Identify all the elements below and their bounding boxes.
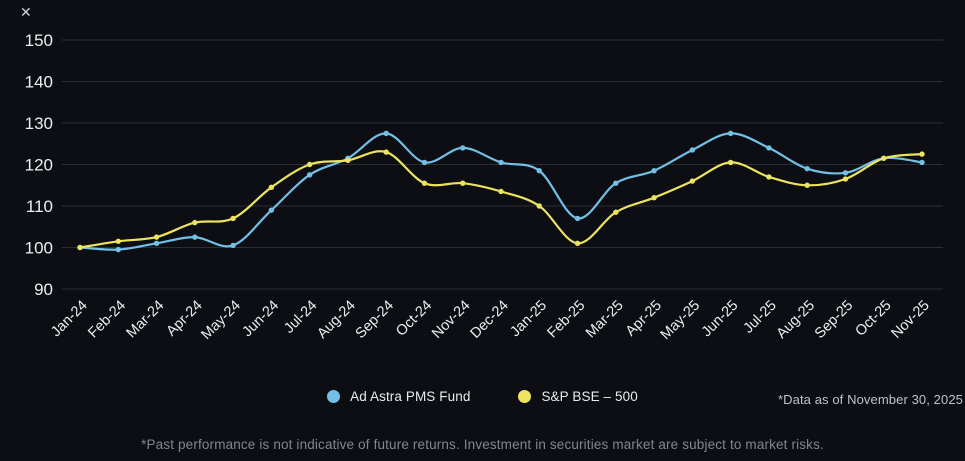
chart-legend: Ad Astra PMS Fund S&P BSE – 500: [0, 389, 965, 404]
series-line: [78, 150, 924, 249]
data-point-marker: [306, 161, 313, 168]
x-axis-tick-label: Feb-25: [545, 298, 589, 342]
y-axis-tick-label: 90: [34, 280, 53, 299]
data-point-marker: [345, 157, 351, 164]
x-axis-tick-label: May-25: [658, 298, 704, 344]
data-point-marker: [230, 215, 236, 222]
data-point-marker: [115, 246, 121, 253]
y-axis-tick-label: 130: [25, 114, 53, 133]
data-point-marker: [460, 145, 466, 151]
data-point-marker: [804, 165, 810, 172]
x-axis-tick-label: Oct-25: [852, 298, 894, 340]
x-axis-tick-label: Jan-25: [507, 298, 550, 341]
data-as-of-note: *Data as of November 30, 2025: [777, 392, 963, 407]
benchmark-legend-label: S&P BSE – 500: [541, 389, 638, 404]
data-point-marker: [153, 234, 160, 240]
data-point-marker: [574, 240, 581, 247]
x-axis-tick-label: Nov-24: [429, 298, 473, 342]
data-point-marker: [536, 168, 542, 174]
data-point-marker: [192, 234, 198, 240]
data-point-marker: [421, 180, 428, 186]
data-point-marker: [613, 180, 619, 186]
x-axis-tick-label: Aug-24: [314, 298, 358, 342]
close-icon[interactable]: ✕: [20, 4, 32, 20]
data-point-marker: [383, 130, 389, 137]
y-axis-tick-label: 140: [25, 73, 53, 92]
data-point-marker: [192, 219, 198, 226]
data-point-marker: [268, 207, 275, 213]
data-point-marker: [881, 155, 887, 161]
data-point-marker: [421, 159, 428, 166]
performance-chart: 90100110120130140150Jan-24Feb-24Mar-24Ap…: [25, 31, 943, 344]
data-point-marker: [536, 203, 542, 209]
data-point-marker: [574, 215, 581, 222]
x-axis-tick-label: Jan-24: [48, 298, 91, 341]
data-point-marker: [689, 147, 696, 153]
fund-legend-dot-icon: [327, 390, 341, 403]
data-point-marker: [804, 182, 810, 188]
data-point-marker: [498, 159, 504, 166]
data-point-marker: [842, 176, 849, 182]
x-axis-tick-label: Jun-24: [240, 298, 283, 341]
data-point-marker: [651, 168, 657, 174]
data-point-marker: [766, 145, 772, 151]
x-axis-tick-label: Oct-24: [393, 298, 435, 340]
data-point-marker: [766, 174, 772, 180]
x-axis-tick-label: Nov-25: [888, 298, 932, 342]
data-point-marker: [919, 151, 925, 157]
x-axis-tick-label: Feb-24: [85, 298, 129, 342]
data-point-marker: [77, 244, 83, 251]
x-axis-tick-label: Sep-25: [812, 298, 856, 342]
x-axis-tick-label: Mar-25: [583, 298, 627, 342]
data-point-marker: [383, 149, 389, 155]
data-point-marker: [230, 242, 236, 249]
legend-item-fund[interactable]: Ad Astra PMS Fund: [327, 389, 470, 404]
x-axis-tick-label: Aug-25: [774, 298, 818, 342]
fund-legend-label: Ad Astra PMS Fund: [350, 389, 471, 404]
data-point-marker: [306, 172, 313, 178]
data-point-marker: [727, 130, 734, 137]
data-point-marker: [115, 238, 121, 244]
disclaimer-text: *Past performance is not indicative of f…: [141, 437, 824, 452]
x-axis-tick-label: Jun-25: [699, 298, 742, 341]
y-axis-tick-label: 150: [25, 31, 53, 50]
y-axis-tick-label: 100: [25, 239, 53, 258]
legend-item-benchmark[interactable]: S&P BSE – 500: [518, 389, 638, 404]
x-axis-tick-label: May-24: [198, 298, 244, 344]
x-axis-tick-label: Sep-24: [353, 298, 397, 342]
x-axis-tick-label: Mar-24: [124, 298, 168, 342]
benchmark-legend-dot-icon: [518, 390, 532, 403]
data-point-marker: [842, 170, 849, 176]
data-point-marker: [498, 188, 504, 195]
data-point-marker: [153, 240, 160, 247]
data-point-marker: [689, 178, 696, 184]
y-axis-tick-label: 120: [25, 156, 53, 175]
data-point-marker: [651, 195, 657, 201]
x-axis-tick-label: Dec-24: [467, 298, 511, 342]
data-point-marker: [613, 209, 619, 215]
data-point-marker: [460, 180, 466, 186]
y-axis-tick-label: 110: [26, 197, 53, 216]
data-point-marker: [268, 184, 275, 191]
data-point-marker: [727, 159, 734, 166]
data-point-marker: [919, 159, 925, 166]
